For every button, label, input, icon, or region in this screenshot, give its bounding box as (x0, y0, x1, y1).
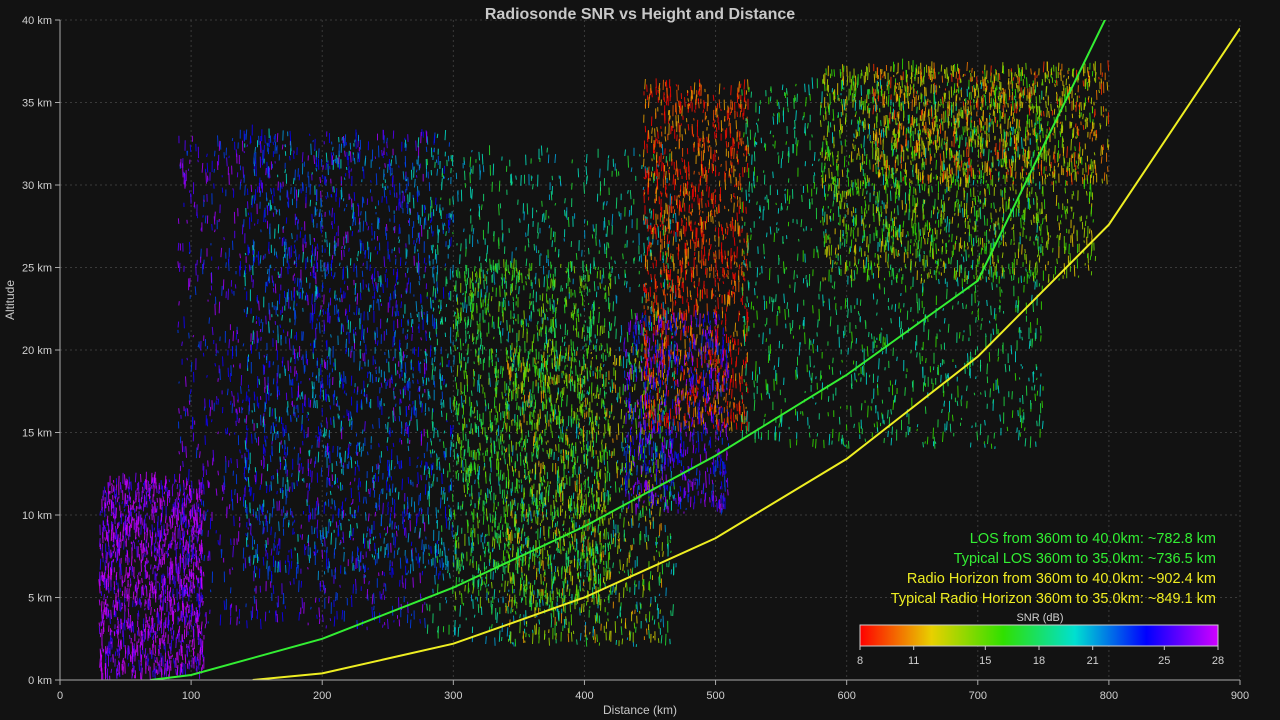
y-axis-label: Altitude (3, 280, 17, 320)
colorbar-tick-label: 28 (1212, 655, 1224, 667)
annotation-text: Typical Radio Horizon 360m to 35.0km: ~8… (891, 591, 1216, 607)
x-tick-label: 0 (57, 690, 63, 702)
point-trace (453, 260, 612, 614)
x-tick-label: 400 (575, 690, 593, 702)
point-trace (820, 58, 1094, 285)
y-tick-label: 10 km (22, 510, 52, 522)
axes: 0 100 200 300 400 500 600 700 800 900 0 km 5 km 10 k… (22, 15, 1249, 702)
colorbar-tick-label: 15 (979, 655, 991, 667)
y-tick-label: 40 km (22, 15, 52, 27)
y-tick-label: 5 km (28, 593, 52, 605)
x-tick-label: 500 (706, 690, 724, 702)
point-cluster (98, 471, 205, 680)
point-trace (427, 143, 677, 647)
y-tick-label: 25 km (22, 263, 52, 275)
x-tick-label: 700 (969, 690, 987, 702)
point-trace (98, 471, 205, 680)
colorbar-gradient (859, 624, 1219, 647)
colorbar-tick-label: 18 (1033, 655, 1045, 667)
point-cluster (643, 78, 749, 433)
point-trace (741, 77, 1044, 450)
annotation-text: Typical LOS 360m to 35.0km: ~736.5 km (954, 551, 1216, 567)
point-trace (506, 339, 663, 647)
y-tick-label: 20 km (22, 345, 52, 357)
point-cluster (177, 124, 428, 631)
colorbar-tick-label: 8 (857, 655, 863, 667)
point-trace (98, 474, 205, 680)
point-trace (623, 310, 730, 514)
point-trace (177, 131, 428, 629)
annotations: LOS from 360m to 40.0km: ~782.8 km Typica… (891, 531, 1216, 607)
point-cluster (623, 310, 730, 515)
point-trace (624, 311, 729, 510)
annotation-text: Radio Horizon from 360m to 40.0km: ~902.… (907, 571, 1216, 587)
point-trace (643, 78, 749, 433)
point-trace (740, 81, 1043, 448)
point-trace (452, 258, 612, 613)
point-trace (624, 312, 729, 515)
reference-curves (150, 20, 1240, 680)
y-tick-label: 35 km (22, 98, 52, 110)
x-axis-label: Distance (km) (603, 703, 677, 717)
chart-title: Radiosonde SNR vs Height and Distance (485, 6, 795, 23)
x-tick-label: 600 (837, 690, 855, 702)
point-trace (643, 78, 749, 432)
x-tick-label: 300 (444, 690, 462, 702)
point-trace (244, 130, 454, 581)
colorbar-tick-label: 11 (908, 655, 919, 667)
y-tick-label: 0 km (28, 675, 52, 687)
point-trace (872, 61, 1110, 185)
colorbar-tick-label: 21 (1087, 655, 1099, 667)
point-trace (872, 61, 1109, 185)
point-cluster (243, 128, 454, 581)
point-trace (427, 145, 675, 647)
data-points (98, 58, 1110, 680)
annotation-text: LOS from 360m to 40.0km: ~782.8 km (970, 531, 1216, 547)
x-tick-label: 100 (182, 690, 200, 702)
point-cluster (872, 60, 1110, 185)
point-trace (243, 129, 454, 580)
curve-radio-horizon (252, 27, 1240, 680)
point-trace (819, 62, 1097, 282)
colorbar-tick-label: 25 (1158, 655, 1170, 667)
colorbar: SNR (dB) 8 11 15 18 21 25 28 (857, 612, 1224, 667)
colorbar-label: SNR (dB) (1016, 612, 1063, 624)
x-tick-label: 900 (1231, 690, 1249, 702)
y-tick-label: 30 km (22, 180, 52, 192)
point-trace (452, 258, 612, 615)
point-trace (874, 62, 1109, 185)
curve-los (150, 20, 1107, 680)
x-tick-label: 200 (313, 690, 331, 702)
x-tick-label: 800 (1100, 690, 1118, 702)
point-trace (179, 124, 427, 630)
y-tick-label: 15 km (22, 428, 52, 440)
